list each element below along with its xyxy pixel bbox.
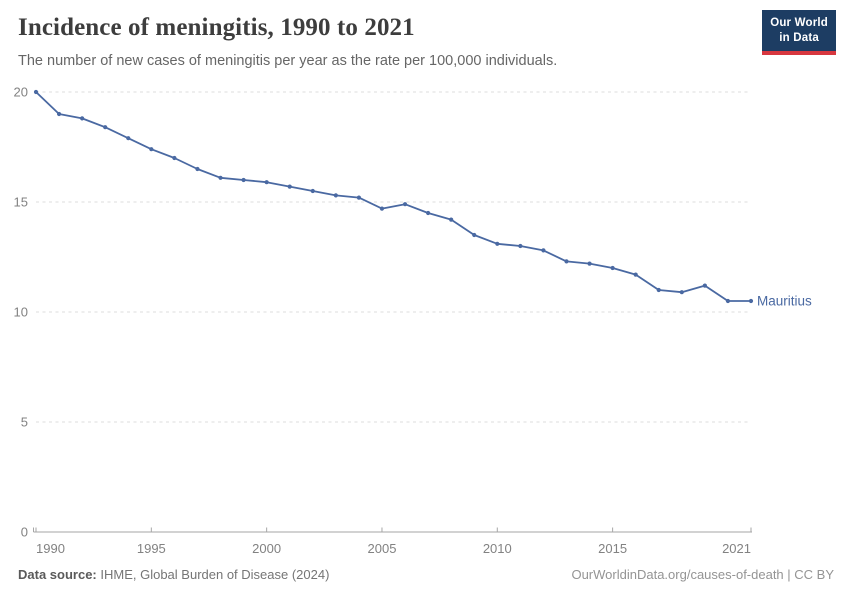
y-tick-label: 10 <box>14 305 28 320</box>
data-point[interactable] <box>195 166 200 172</box>
data-point[interactable] <box>56 111 62 117</box>
data-point[interactable] <box>656 287 661 293</box>
owid-logo-line1: Our World <box>770 17 828 29</box>
data-point[interactable] <box>425 210 431 216</box>
data-point[interactable] <box>725 298 731 304</box>
data-point[interactable] <box>541 248 546 253</box>
data-point[interactable] <box>472 232 477 238</box>
x-tick-label: 2000 <box>252 541 281 556</box>
data-point[interactable] <box>80 116 85 121</box>
data-point[interactable] <box>587 261 592 266</box>
chart-footer: Data source: IHME, Global Burden of Dise… <box>18 567 834 582</box>
data-point[interactable] <box>149 147 154 152</box>
chart-subtitle: The number of new cases of meningitis pe… <box>18 53 558 69</box>
x-tick-label: 2015 <box>598 541 627 556</box>
data-point[interactable] <box>172 155 177 161</box>
data-point[interactable] <box>310 188 315 194</box>
y-tick-label: 20 <box>14 85 28 100</box>
data-point[interactable] <box>264 180 269 185</box>
data-point[interactable] <box>33 89 39 95</box>
series-label[interactable]: Mauritius <box>757 294 812 309</box>
x-tick-label: 2021 <box>722 541 751 556</box>
owid-logo-line2: in Data <box>779 31 819 44</box>
data-point[interactable] <box>702 283 707 288</box>
data-source-label: Data source: <box>18 567 97 582</box>
credit-link[interactable]: OurWorldinData.org/causes-of-death | CC … <box>571 567 834 582</box>
data-point[interactable] <box>241 177 246 183</box>
data-point[interactable] <box>218 175 223 180</box>
data-source-text: IHME, Global Burden of Disease (2024) <box>100 567 330 582</box>
page-title: Incidence of meningitis, 1990 to 2021 <box>18 14 415 41</box>
data-source: Data source: IHME, Global Burden of Dise… <box>18 567 329 582</box>
data-point[interactable] <box>633 272 638 277</box>
series-line-mauritius[interactable] <box>35 91 752 302</box>
data-point[interactable] <box>379 206 385 211</box>
data-point[interactable] <box>333 193 338 198</box>
data-point[interactable] <box>610 265 615 271</box>
data-point[interactable] <box>449 217 454 222</box>
data-point[interactable] <box>126 136 131 141</box>
data-point[interactable] <box>495 241 500 246</box>
y-tick-label: 0 <box>21 525 28 540</box>
y-tick-label: 5 <box>21 415 28 430</box>
x-tick-label: 1995 <box>137 541 166 556</box>
x-tick-label: 2005 <box>368 541 397 556</box>
data-point[interactable] <box>564 259 569 264</box>
data-point[interactable] <box>748 298 754 304</box>
x-tick-label: 2010 <box>483 541 512 556</box>
x-tick-label: 1990 <box>36 541 65 556</box>
y-tick-label: 15 <box>14 195 28 210</box>
owid-logo[interactable]: Our World in Data <box>762 10 836 55</box>
data-point[interactable] <box>679 290 684 295</box>
data-point[interactable] <box>287 184 292 189</box>
data-point[interactable] <box>103 125 108 130</box>
data-point[interactable] <box>402 202 408 207</box>
data-point[interactable] <box>356 195 362 200</box>
data-point[interactable] <box>518 243 523 249</box>
